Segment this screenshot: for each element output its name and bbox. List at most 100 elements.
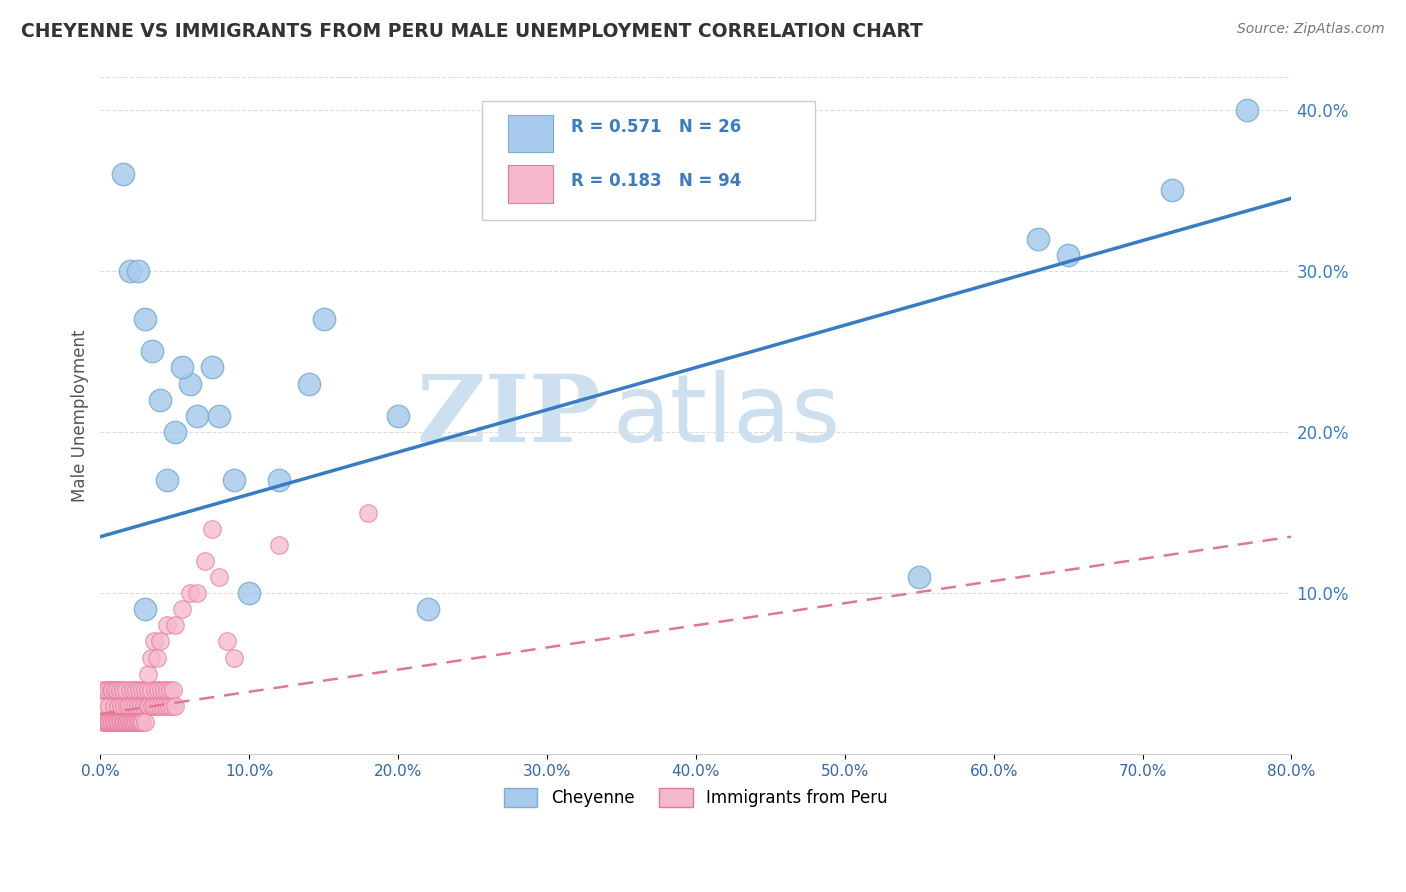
Cheyenne bbox=[908, 570, 931, 584]
Immigrants from Peru bbox=[124, 714, 146, 729]
Immigrants from Peru bbox=[131, 714, 153, 729]
Cheyenne bbox=[387, 409, 409, 423]
Immigrants from Peru bbox=[103, 698, 125, 713]
Cheyenne bbox=[1236, 103, 1258, 117]
Immigrants from Peru bbox=[139, 650, 162, 665]
Immigrants from Peru bbox=[357, 506, 380, 520]
Immigrants from Peru bbox=[155, 698, 177, 713]
Immigrants from Peru bbox=[115, 698, 138, 713]
Cheyenne bbox=[120, 264, 142, 278]
Immigrants from Peru bbox=[112, 698, 135, 713]
Immigrants from Peru bbox=[186, 586, 208, 600]
Cheyenne bbox=[208, 409, 231, 423]
Immigrants from Peru bbox=[139, 682, 162, 697]
Immigrants from Peru bbox=[194, 554, 217, 568]
Immigrants from Peru bbox=[160, 698, 183, 713]
Cheyenne bbox=[312, 312, 335, 326]
Immigrants from Peru bbox=[159, 682, 181, 697]
Text: atlas: atlas bbox=[613, 370, 841, 462]
Immigrants from Peru bbox=[98, 698, 121, 713]
Cheyenne bbox=[149, 392, 172, 407]
Immigrants from Peru bbox=[135, 698, 157, 713]
Immigrants from Peru bbox=[134, 682, 156, 697]
Immigrants from Peru bbox=[138, 698, 160, 713]
Immigrants from Peru bbox=[224, 650, 246, 665]
Cheyenne bbox=[1161, 183, 1184, 197]
Immigrants from Peru bbox=[91, 682, 114, 697]
Immigrants from Peru bbox=[107, 714, 129, 729]
Immigrants from Peru bbox=[114, 714, 136, 729]
Immigrants from Peru bbox=[105, 682, 128, 697]
Immigrants from Peru bbox=[129, 698, 152, 713]
Immigrants from Peru bbox=[120, 714, 142, 729]
Cheyenne bbox=[179, 376, 201, 391]
Immigrants from Peru bbox=[125, 714, 148, 729]
Immigrants from Peru bbox=[94, 714, 117, 729]
Immigrants from Peru bbox=[111, 714, 134, 729]
Immigrants from Peru bbox=[128, 682, 150, 697]
Immigrants from Peru bbox=[112, 714, 135, 729]
Immigrants from Peru bbox=[94, 698, 117, 713]
Immigrants from Peru bbox=[97, 682, 120, 697]
Cheyenne bbox=[163, 425, 186, 439]
Immigrants from Peru bbox=[111, 682, 134, 697]
Text: R = 0.183   N = 94: R = 0.183 N = 94 bbox=[571, 172, 741, 190]
Immigrants from Peru bbox=[146, 698, 169, 713]
Immigrants from Peru bbox=[163, 698, 186, 713]
Cheyenne bbox=[416, 602, 439, 616]
Immigrants from Peru bbox=[142, 698, 165, 713]
Immigrants from Peru bbox=[131, 682, 153, 697]
Immigrants from Peru bbox=[96, 714, 118, 729]
Cheyenne bbox=[238, 586, 260, 600]
Immigrants from Peru bbox=[105, 714, 128, 729]
Cheyenne bbox=[172, 360, 194, 375]
Immigrants from Peru bbox=[110, 714, 132, 729]
Immigrants from Peru bbox=[104, 682, 127, 697]
Immigrants from Peru bbox=[108, 682, 131, 697]
Immigrants from Peru bbox=[136, 682, 159, 697]
Legend: Cheyenne, Immigrants from Peru: Cheyenne, Immigrants from Peru bbox=[498, 781, 894, 814]
Immigrants from Peru bbox=[115, 714, 138, 729]
Cheyenne bbox=[267, 473, 290, 487]
Immigrants from Peru bbox=[110, 698, 132, 713]
Immigrants from Peru bbox=[125, 682, 148, 697]
Immigrants from Peru bbox=[179, 586, 201, 600]
Immigrants from Peru bbox=[124, 698, 146, 713]
Immigrants from Peru bbox=[104, 714, 127, 729]
Immigrants from Peru bbox=[148, 682, 170, 697]
Immigrants from Peru bbox=[121, 698, 143, 713]
Y-axis label: Male Unemployment: Male Unemployment bbox=[72, 329, 89, 502]
Immigrants from Peru bbox=[108, 714, 131, 729]
Immigrants from Peru bbox=[91, 714, 114, 729]
Cheyenne bbox=[186, 409, 208, 423]
Immigrants from Peru bbox=[215, 634, 238, 648]
Text: R = 0.571   N = 26: R = 0.571 N = 26 bbox=[571, 118, 741, 136]
FancyBboxPatch shape bbox=[508, 165, 553, 202]
Immigrants from Peru bbox=[156, 618, 179, 632]
Immigrants from Peru bbox=[134, 714, 156, 729]
Immigrants from Peru bbox=[150, 682, 173, 697]
Cheyenne bbox=[141, 344, 163, 359]
Cheyenne bbox=[127, 264, 149, 278]
Immigrants from Peru bbox=[122, 714, 145, 729]
Immigrants from Peru bbox=[114, 682, 136, 697]
Cheyenne bbox=[298, 376, 321, 391]
Immigrants from Peru bbox=[145, 682, 167, 697]
Immigrants from Peru bbox=[120, 682, 142, 697]
Immigrants from Peru bbox=[117, 698, 139, 713]
Cheyenne bbox=[134, 602, 156, 616]
Immigrants from Peru bbox=[157, 698, 180, 713]
Immigrants from Peru bbox=[156, 682, 179, 697]
Immigrants from Peru bbox=[149, 634, 172, 648]
Immigrants from Peru bbox=[96, 682, 118, 697]
Cheyenne bbox=[156, 473, 179, 487]
Immigrants from Peru bbox=[141, 698, 163, 713]
Cheyenne bbox=[201, 360, 224, 375]
Immigrants from Peru bbox=[208, 570, 231, 584]
Immigrants from Peru bbox=[149, 698, 172, 713]
Immigrants from Peru bbox=[201, 522, 224, 536]
Immigrants from Peru bbox=[152, 698, 174, 713]
Immigrants from Peru bbox=[101, 714, 124, 729]
FancyBboxPatch shape bbox=[508, 115, 553, 152]
Immigrants from Peru bbox=[100, 682, 122, 697]
